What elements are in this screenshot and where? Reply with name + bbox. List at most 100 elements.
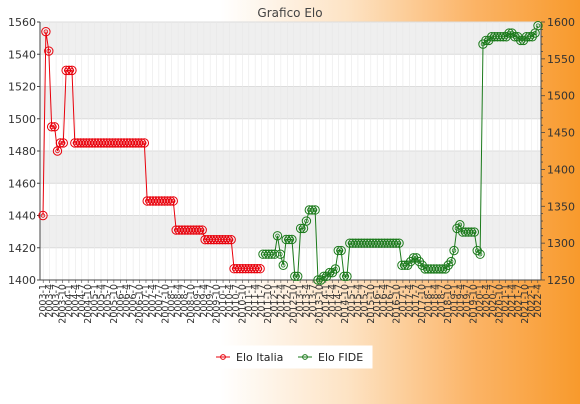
data-point [55, 138, 66, 148]
data-point [284, 234, 294, 245]
x-tick-label: 2006-4 [122, 284, 133, 318]
x-tick-label: 2012-7 [282, 284, 293, 318]
data-point [275, 249, 286, 259]
data-point-inner [448, 259, 454, 264]
x-tick-label: 2018-1 [424, 284, 435, 318]
x-tick-label: 2005-10 [109, 284, 120, 324]
series-elo-fide [258, 20, 543, 285]
x-tick-label: 2019-10 [469, 284, 480, 324]
data-point-inner [295, 274, 300, 279]
data-point-inner [257, 266, 263, 271]
x-tick-label: 2013-1 [295, 284, 306, 318]
x-tick-label: 2008-7 [180, 284, 191, 318]
data-point-inner [396, 240, 402, 246]
data-point-inner [344, 274, 350, 279]
x-tick-label: 2004-1 [64, 284, 75, 318]
x-tick-label: 2016-7 [385, 284, 396, 318]
x-tick-label: 2007-10 [160, 284, 171, 324]
x-tick-label: 2019-7 [462, 284, 473, 318]
data-point-inner [43, 29, 49, 34]
x-tick-label: 2010-7 [231, 284, 242, 318]
right-tick-label: 1600 [547, 16, 575, 29]
x-tick-label: 2016-10 [391, 284, 402, 324]
data-point-inner [304, 218, 309, 224]
x-tick-label: 2003-10 [57, 284, 68, 324]
data-point [252, 264, 262, 274]
data-point-inner [535, 23, 541, 28]
x-tick-label: 2018-10 [443, 284, 454, 324]
x-tick-label: 2014-1 [321, 284, 332, 318]
x-tick-label: 2021-4 [507, 284, 518, 318]
data-point-inner [532, 30, 538, 36]
chart-title: Grafico Elo [257, 6, 322, 20]
data-point [469, 227, 480, 237]
data-point-inner [289, 237, 295, 242]
legend: Elo Italia Elo FIDE [209, 345, 373, 369]
x-tick-label: 2015-1 [347, 284, 358, 318]
axes: 1400 1420 1440 1460 1480 1500 1520 1540 1560 1250… [8, 16, 575, 287]
data-point-inner [301, 226, 306, 231]
data-point-inner [61, 140, 66, 146]
x-tick-label: 2004-7 [77, 284, 88, 318]
data-point [290, 271, 300, 282]
x-tick-label: 2019-1 [449, 284, 460, 318]
x-tick-label: 2015-7 [359, 284, 370, 318]
x-tick-label: 2006-1 [115, 284, 126, 318]
legend-item: Elo Italia [216, 351, 283, 364]
right-tick-label: 1400 [547, 163, 575, 176]
data-point [339, 271, 349, 282]
x-tick-label: 2008-10 [186, 284, 197, 324]
data-point [165, 196, 176, 206]
data-point [446, 256, 456, 267]
x-tick-label: 2017-7 [411, 284, 422, 318]
data-point [310, 205, 320, 215]
x-tick-label: 2006-7 [128, 284, 139, 318]
data-point [41, 26, 51, 37]
x-tick-label: 2010-1 [218, 284, 229, 318]
x-tick-label: 2017-1 [398, 284, 409, 318]
data-point-inner [281, 263, 286, 268]
series-layer [38, 20, 543, 285]
data-point [391, 238, 401, 248]
data-point-inner [55, 148, 60, 154]
x-tick-label: 2022-1 [526, 284, 537, 318]
x-tick-label: 2017-10 [417, 284, 428, 324]
data-point-inner [228, 237, 234, 242]
data-point-inner [52, 124, 57, 130]
x-tick-label: 2020-1 [475, 284, 486, 318]
data-point-inner [278, 251, 283, 257]
x-tick-label: 2019-4 [456, 284, 467, 318]
grid-band [40, 151, 541, 184]
x-tick-label: 2011-7 [257, 284, 268, 318]
data-point-inner [46, 48, 51, 54]
right-tick-label: 1550 [547, 53, 575, 66]
data-point-inner [472, 229, 477, 235]
x-tick-label: 2010-10 [237, 284, 248, 324]
x-tick-label: 2005-4 [96, 284, 107, 318]
data-point [449, 245, 459, 256]
x-tick-label: 2004-10 [83, 284, 94, 324]
x-tick-label: 2007-1 [141, 284, 152, 318]
x-tick-label: 2021-7 [514, 284, 525, 318]
x-tick-label: 2003-1 [38, 284, 49, 318]
x-tick-label: 2009-7 [205, 284, 216, 318]
data-point-inner [69, 68, 75, 73]
data-point [44, 46, 54, 56]
data-point-inner [40, 213, 46, 218]
x-tick-label: 2017-4 [404, 284, 415, 318]
data-point [295, 223, 306, 234]
x-tick-label: 2003-4 [45, 284, 56, 318]
data-point [139, 138, 150, 148]
data-point-inner [338, 248, 344, 253]
data-point [272, 231, 283, 241]
x-tick-label: 2020-4 [481, 284, 492, 318]
right-tick-label: 1500 [547, 90, 575, 103]
grid-band [40, 22, 541, 55]
x-tick-label: 2003-7 [51, 284, 62, 318]
grid-band [40, 86, 541, 119]
series-elo-italia [38, 26, 265, 274]
data-point-inner [312, 207, 318, 213]
x-tick-label: 2011-4 [250, 284, 261, 318]
left-tick-label: 1460 [8, 177, 36, 190]
